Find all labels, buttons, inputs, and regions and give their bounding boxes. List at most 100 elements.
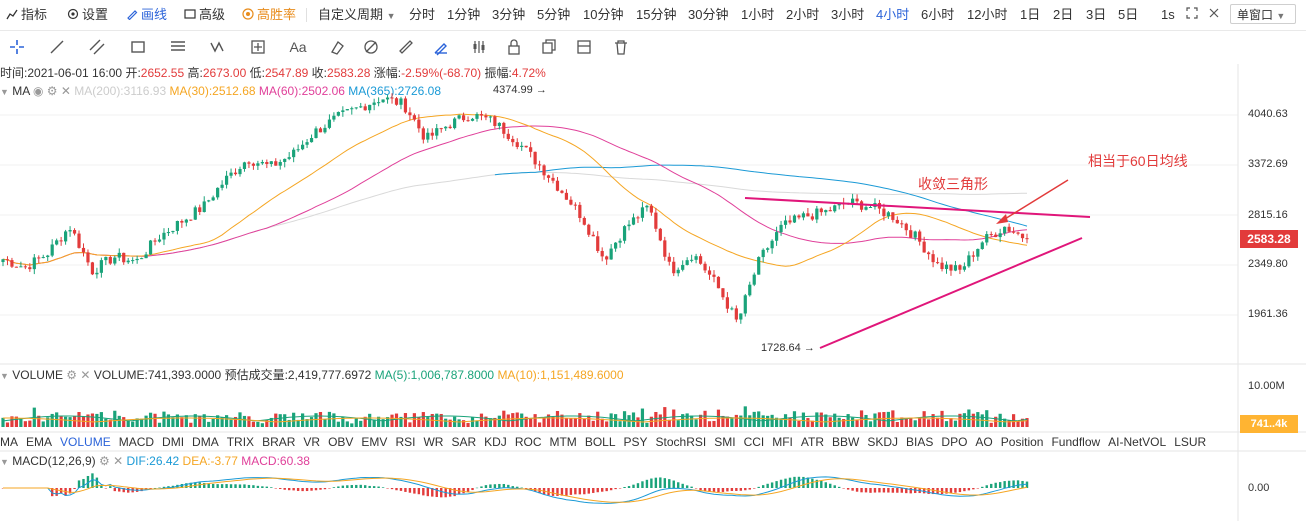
remove-icon[interactable]: ✕ xyxy=(80,368,91,382)
draw-line-button[interactable]: 画线 xyxy=(126,7,167,23)
indicator-tab-stochrsi[interactable]: StochRSI xyxy=(655,435,707,449)
indicator-tab-boll[interactable]: BOLL xyxy=(584,435,616,449)
indicator-tab-mfi[interactable]: MFI xyxy=(772,435,793,449)
settings-small-icon[interactable]: ⚙ xyxy=(66,368,78,382)
parallel-channel-icon[interactable] xyxy=(86,37,108,57)
indicator-tab-ai-netvol[interactable]: AI-NetVOL xyxy=(1108,435,1167,449)
indicator-tab-atr[interactable]: ATR xyxy=(800,435,825,449)
period-tab[interactable]: 1分钟 xyxy=(447,7,481,22)
volume-bar xyxy=(537,422,542,427)
indicator-tab-skdj[interactable]: SKDJ xyxy=(867,435,899,449)
period-tab[interactable]: 3分钟 xyxy=(492,7,526,22)
volume-bar xyxy=(354,417,358,427)
period-tab[interactable]: 3小时 xyxy=(831,7,865,22)
indicator-tab-ma[interactable]: MA xyxy=(0,435,18,449)
remove-icon[interactable]: ✕ xyxy=(60,84,71,98)
indicator-tab-mtm[interactable]: MTM xyxy=(549,435,577,449)
layers-icon[interactable] xyxy=(573,37,595,57)
macd-histogram-bar xyxy=(1007,480,1011,488)
hide-drawings-icon[interactable] xyxy=(360,37,382,57)
period-tab[interactable]: 5分钟 xyxy=(537,7,571,22)
indicator-tab-position[interactable]: Position xyxy=(1000,435,1044,449)
indicator-tab-dma[interactable]: DMA xyxy=(192,435,219,449)
window-selector[interactable]: 单窗口 ▼ xyxy=(1230,4,1296,24)
lock-icon[interactable] xyxy=(503,37,525,57)
indicator-tab-cci[interactable]: CCI xyxy=(743,435,765,449)
indicator-tab-ao[interactable]: AO xyxy=(975,435,993,449)
indicator-tab-volume[interactable]: VOLUME xyxy=(60,435,111,449)
refresh-interval-label[interactable]: 1s xyxy=(1161,7,1175,22)
indicator-tab-wr[interactable]: WR xyxy=(423,435,444,449)
text-tool-icon[interactable]: Aa xyxy=(289,39,307,55)
period-tab[interactable]: 12小时 xyxy=(967,7,1008,22)
period-tab[interactable]: 5日 xyxy=(1118,7,1139,22)
indicator-tab-smi[interactable]: SMI xyxy=(714,435,736,449)
period-tab[interactable]: 30分钟 xyxy=(688,7,729,22)
period-tab[interactable]: 2小时 xyxy=(786,7,820,22)
candle-body xyxy=(296,149,300,151)
indicator-tab-roc[interactable]: ROC xyxy=(514,435,542,449)
period-tab[interactable]: 1日 xyxy=(1020,7,1041,22)
custom-period-dropdown[interactable]: 自定义周期 ▼ xyxy=(318,7,396,22)
period-tab[interactable]: 3日 xyxy=(1086,7,1107,22)
period-tab[interactable]: 1小时 xyxy=(741,7,775,22)
macd-histogram-bar xyxy=(690,486,693,488)
indicator-tab-ema[interactable]: EMA xyxy=(26,435,53,449)
indicator-tab-vr[interactable]: VR xyxy=(303,435,321,449)
indicator-tab-sar[interactable]: SAR xyxy=(451,435,477,449)
brush-icon[interactable] xyxy=(430,37,452,57)
crosshair-icon[interactable] xyxy=(6,37,28,57)
measure-icon[interactable] xyxy=(247,37,269,57)
period-tab[interactable]: 2日 xyxy=(1053,7,1074,22)
volume-bar xyxy=(166,414,171,427)
indicator-tab-brar[interactable]: BRAR xyxy=(262,435,296,449)
indicator-tab-obv[interactable]: OBV xyxy=(328,435,354,449)
wave-icon[interactable] xyxy=(207,37,229,57)
indicator-tab-macd[interactable]: MACD xyxy=(118,435,155,449)
candle-body xyxy=(748,284,752,296)
period-tab[interactable]: 10分钟 xyxy=(583,7,624,22)
high-winrate-button[interactable]: 高胜率 xyxy=(242,7,296,23)
period-tab[interactable]: 15分钟 xyxy=(636,7,677,22)
indicator-tab-trix[interactable]: TRIX xyxy=(226,435,255,449)
ruler-icon[interactable] xyxy=(395,37,417,57)
collapse-icon[interactable]: ▼ xyxy=(0,371,9,381)
collapse-icon[interactable]: ▼ xyxy=(0,87,9,97)
collapse-icon[interactable]: ▼ xyxy=(0,457,9,467)
eraser-icon[interactable] xyxy=(326,37,348,57)
advanced-button[interactable]: 高级 xyxy=(184,7,225,23)
close-icon[interactable] xyxy=(1208,7,1220,23)
trend-line-icon[interactable] xyxy=(46,37,68,57)
indicator-tab-rsi[interactable]: RSI xyxy=(395,435,416,449)
eye-icon[interactable]: ◉ xyxy=(32,84,44,98)
settings-small-icon[interactable]: ⚙ xyxy=(98,454,110,468)
macd-histogram-bar xyxy=(779,479,783,488)
period-tab-active[interactable]: 4小时 xyxy=(876,7,910,22)
volume-bar xyxy=(59,416,63,427)
copy-icon[interactable] xyxy=(538,37,560,57)
indicator-tab-lsur[interactable]: LSUR xyxy=(1174,435,1207,449)
candle-type-icon[interactable] xyxy=(468,37,490,57)
indicator-tab-psy[interactable]: PSY xyxy=(623,435,648,449)
settings-small-icon[interactable]: ⚙ xyxy=(46,84,58,98)
indicator-tab-dmi[interactable]: DMI xyxy=(162,435,185,449)
remove-icon[interactable]: ✕ xyxy=(113,454,124,468)
indicator-tab-fundflow[interactable]: Fundflow xyxy=(1051,435,1101,449)
volume-bar xyxy=(72,416,77,427)
indicator-tab-dpo[interactable]: DPO xyxy=(941,435,968,449)
delete-icon[interactable] xyxy=(610,37,632,57)
indicator-tab-kdj[interactable]: KDJ xyxy=(484,435,507,449)
indicator-tab-bbw[interactable]: BBW xyxy=(832,435,860,449)
fullscreen-icon[interactable] xyxy=(1186,7,1198,23)
fib-lines-icon[interactable] xyxy=(167,37,189,57)
rectangle-icon[interactable] xyxy=(127,37,149,57)
volume-bar xyxy=(676,420,680,427)
period-tab[interactable]: 分时 xyxy=(409,7,436,22)
period-tab[interactable]: 6小时 xyxy=(921,7,955,22)
settings-button[interactable]: 设置 xyxy=(67,7,108,23)
volume-bar xyxy=(497,415,501,427)
indicator-tab-bias[interactable]: BIAS xyxy=(906,435,934,449)
indicator-tab-emv[interactable]: EMV xyxy=(361,435,388,449)
indicator-button[interactable]: 指标 xyxy=(6,7,47,23)
